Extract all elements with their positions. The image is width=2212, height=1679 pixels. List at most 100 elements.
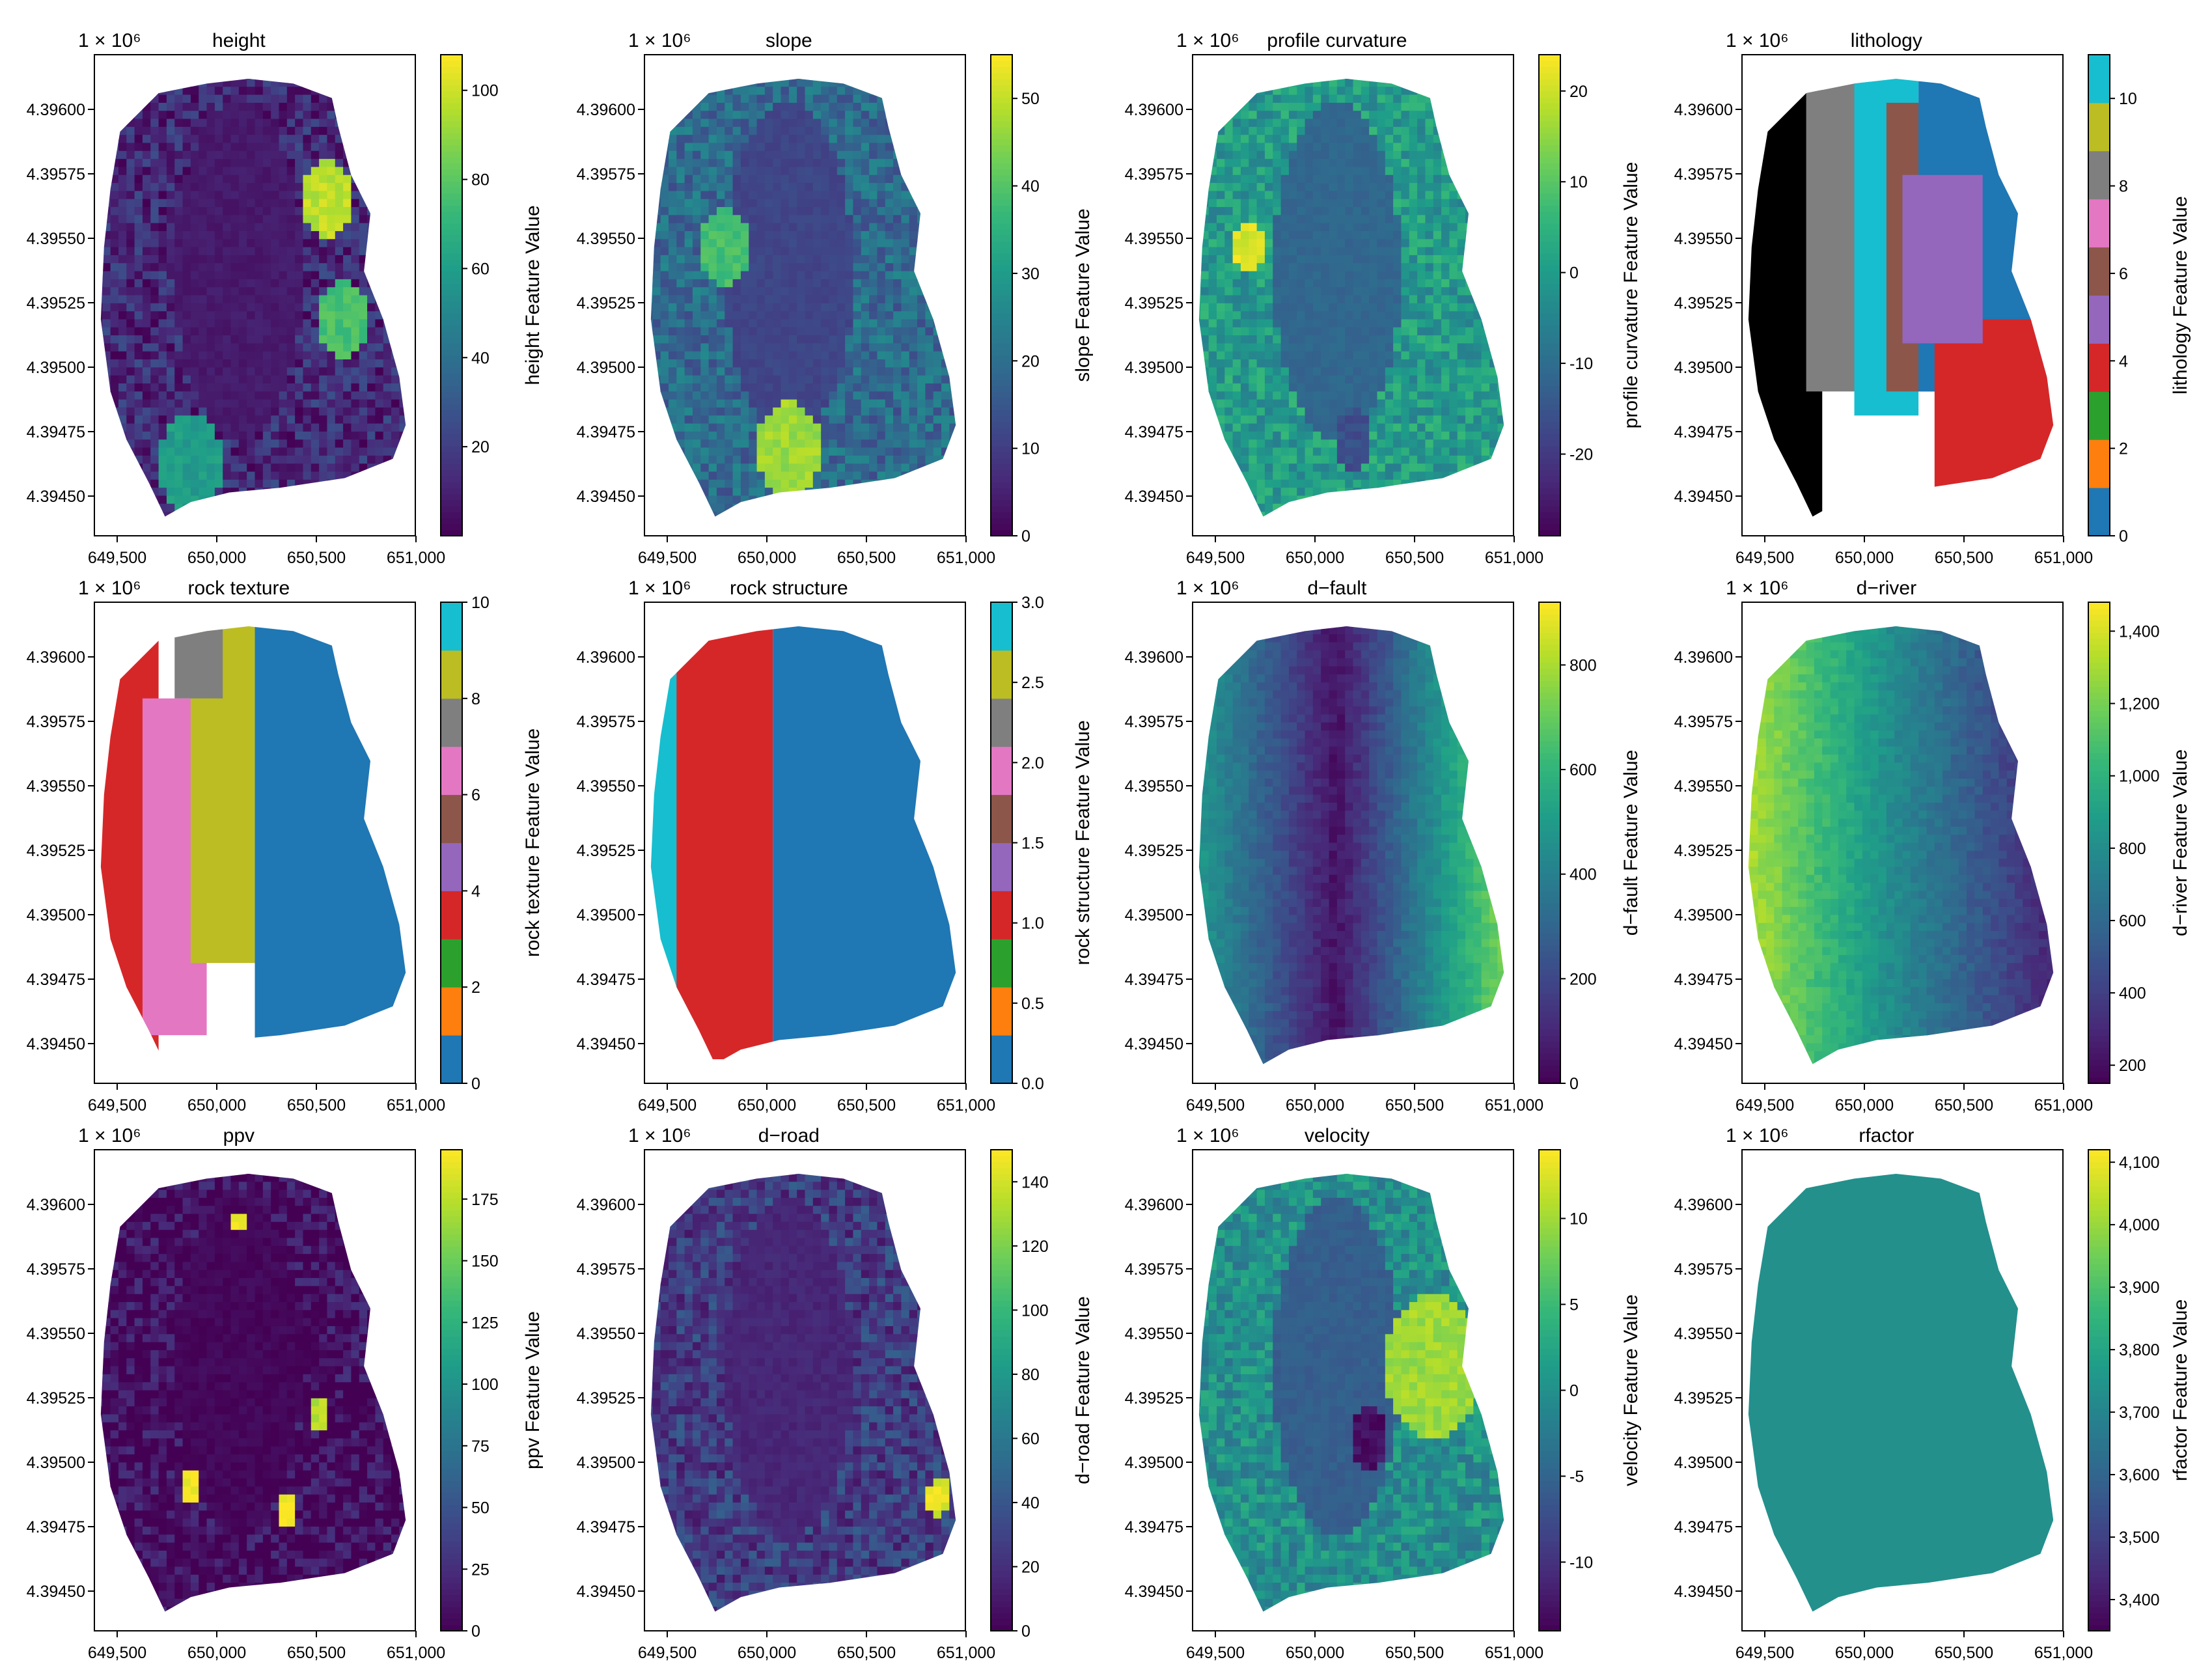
map-cell: [805, 191, 814, 200]
map-cell: [885, 215, 894, 224]
map-cell: [700, 407, 710, 416]
map-cell: [773, 126, 782, 135]
map-cell: [829, 143, 838, 152]
map-cell: [327, 423, 336, 432]
map-cell: [700, 215, 710, 224]
map-cell: [134, 271, 143, 280]
map-cell: [351, 399, 360, 408]
map-cell: [676, 431, 685, 440]
map-cell: [909, 183, 918, 191]
map-cell: [941, 351, 950, 360]
map-cell: [669, 520, 677, 528]
map-cell: [733, 55, 741, 63]
map-cell: [303, 303, 312, 312]
map-cell: [142, 383, 151, 392]
map-cell: [901, 327, 910, 336]
map-cell: [805, 439, 814, 449]
map-cell: [134, 455, 143, 464]
map-cell: [836, 271, 846, 280]
map-cell: [773, 78, 782, 79]
map-cell: [749, 223, 758, 232]
map-cell: [383, 399, 392, 408]
map-cell: [183, 528, 191, 536]
map-cell: [343, 150, 352, 160]
map-cell: [223, 87, 232, 96]
map-cell: [716, 431, 725, 440]
map-cell: [941, 78, 950, 87]
map-cell: [391, 150, 400, 160]
map-cell: [909, 279, 918, 288]
map-cell: [110, 303, 119, 312]
map-cell: [917, 399, 926, 408]
map-cell: [958, 456, 966, 464]
map-cell: [399, 528, 408, 536]
map-cell: [230, 287, 240, 296]
map-cell: [764, 207, 773, 215]
map-cell: [359, 135, 368, 143]
map-cell: [941, 503, 950, 512]
map-cell: [223, 78, 232, 87]
map-cell: [797, 311, 805, 320]
map-cell: [359, 230, 368, 240]
map-cell: [812, 359, 822, 368]
map-cell: [853, 488, 862, 496]
colorbar-segment: [991, 337, 1012, 344]
map-cell: [805, 303, 814, 312]
colorbar-segment: [991, 493, 1012, 501]
map-cell: [660, 263, 669, 272]
map-cell: [869, 111, 878, 120]
map-cell: [732, 287, 741, 296]
map-cell: [126, 135, 135, 143]
map-cell: [925, 303, 934, 312]
map-cell: [668, 375, 677, 384]
map-cell: [797, 439, 805, 449]
map-cell: [885, 335, 894, 344]
map-cell: [660, 150, 669, 160]
map-cell: [94, 55, 103, 63]
map-cell: [126, 327, 135, 336]
map-cell: [684, 359, 693, 368]
colorbar-segment: [991, 439, 1012, 447]
map-cell: [845, 150, 853, 160]
colorbar-segment: [441, 505, 462, 512]
map-cell: [383, 118, 392, 128]
map-cell: [650, 287, 653, 296]
map-cell: [676, 343, 685, 352]
map-cell: [788, 512, 797, 517]
map-cell: [335, 495, 344, 505]
map-cell: [230, 464, 240, 472]
map-cell: [708, 287, 717, 296]
map-cell: [652, 150, 661, 160]
map-cell: [319, 431, 327, 440]
map-cell: [279, 503, 288, 512]
map-cell: [805, 295, 814, 304]
map-cell: [885, 62, 894, 71]
map-cell: [271, 431, 279, 440]
map-cell: [238, 78, 247, 87]
map-cell: [199, 223, 208, 232]
map-cell: [836, 78, 846, 79]
map-cell: [917, 87, 926, 96]
map-cell: [692, 87, 701, 96]
map-cell: [231, 55, 240, 63]
map-cell: [182, 143, 191, 152]
map-cell: [732, 488, 741, 496]
map-cell: [247, 230, 255, 240]
map-cell: [853, 126, 862, 135]
map-cell: [255, 143, 264, 152]
map-cell: [359, 399, 368, 408]
map-cell: [199, 520, 207, 528]
map-cell: [174, 143, 184, 152]
map-cell: [295, 111, 303, 120]
map-cell: [661, 528, 669, 536]
map-cell: [230, 512, 240, 517]
map-cell: [660, 495, 669, 505]
map-cell: [716, 447, 725, 456]
map-cell: [933, 503, 942, 512]
map-cell: [343, 439, 352, 449]
map-cell: [311, 239, 320, 248]
map-cell: [399, 191, 406, 200]
map-cell: [126, 464, 135, 472]
map-cell: [885, 415, 894, 424]
map-cell: [861, 263, 870, 272]
